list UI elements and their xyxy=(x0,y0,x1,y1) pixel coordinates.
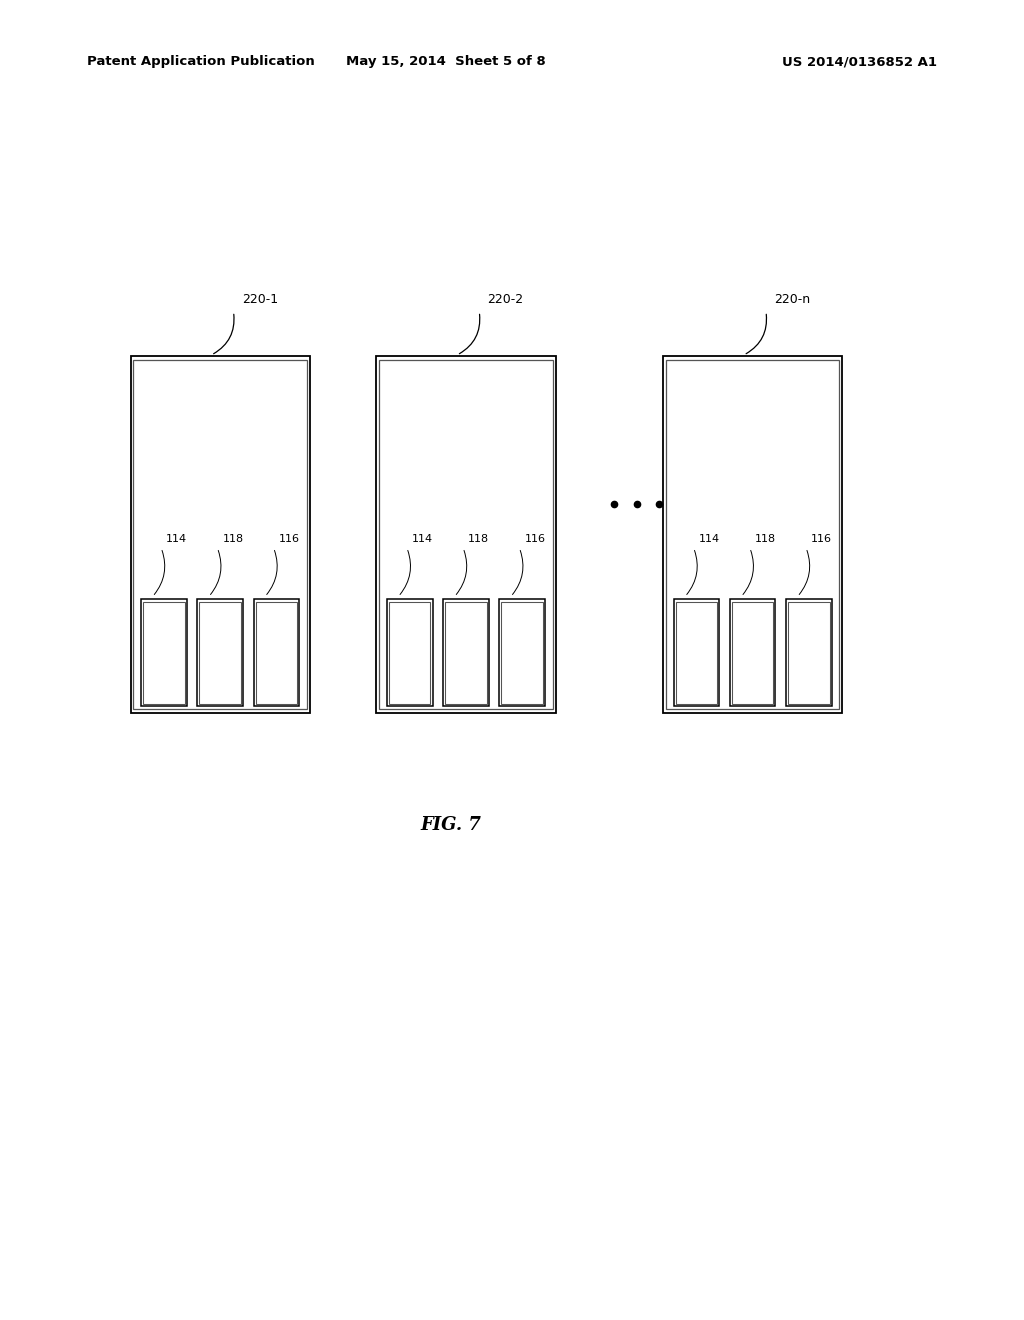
Text: 114: 114 xyxy=(412,533,433,544)
Bar xyxy=(674,599,719,706)
Bar xyxy=(732,602,773,704)
Bar xyxy=(200,602,241,704)
Text: 220-n: 220-n xyxy=(774,293,810,306)
Text: 220-2: 220-2 xyxy=(487,293,523,306)
Text: 114: 114 xyxy=(166,533,187,544)
Bar xyxy=(676,602,717,704)
Text: 116: 116 xyxy=(279,533,300,544)
Text: 118: 118 xyxy=(755,533,776,544)
Text: 116: 116 xyxy=(524,533,546,544)
Bar xyxy=(389,602,430,704)
Bar xyxy=(788,602,829,704)
Bar xyxy=(664,356,842,713)
Text: 118: 118 xyxy=(222,533,244,544)
Bar xyxy=(500,599,545,706)
Bar xyxy=(379,360,553,709)
Text: 220-1: 220-1 xyxy=(242,293,278,306)
Bar xyxy=(377,356,555,713)
Bar xyxy=(730,599,775,706)
Bar xyxy=(502,602,543,704)
Bar xyxy=(131,356,309,713)
Bar xyxy=(143,602,184,704)
Text: 116: 116 xyxy=(811,533,833,544)
Text: 118: 118 xyxy=(468,533,489,544)
Bar xyxy=(198,599,243,706)
Bar xyxy=(786,599,831,706)
Bar xyxy=(666,360,840,709)
Bar xyxy=(133,360,307,709)
Bar xyxy=(443,599,488,706)
Bar xyxy=(445,602,486,704)
Bar xyxy=(256,602,297,704)
Text: May 15, 2014  Sheet 5 of 8: May 15, 2014 Sheet 5 of 8 xyxy=(345,55,546,69)
Text: Patent Application Publication: Patent Application Publication xyxy=(87,55,314,69)
Bar xyxy=(141,599,186,706)
Bar xyxy=(387,599,432,706)
Text: 114: 114 xyxy=(698,533,720,544)
Text: FIG. 7: FIG. 7 xyxy=(420,816,481,834)
Text: US 2014/0136852 A1: US 2014/0136852 A1 xyxy=(782,55,937,69)
Bar xyxy=(254,599,299,706)
